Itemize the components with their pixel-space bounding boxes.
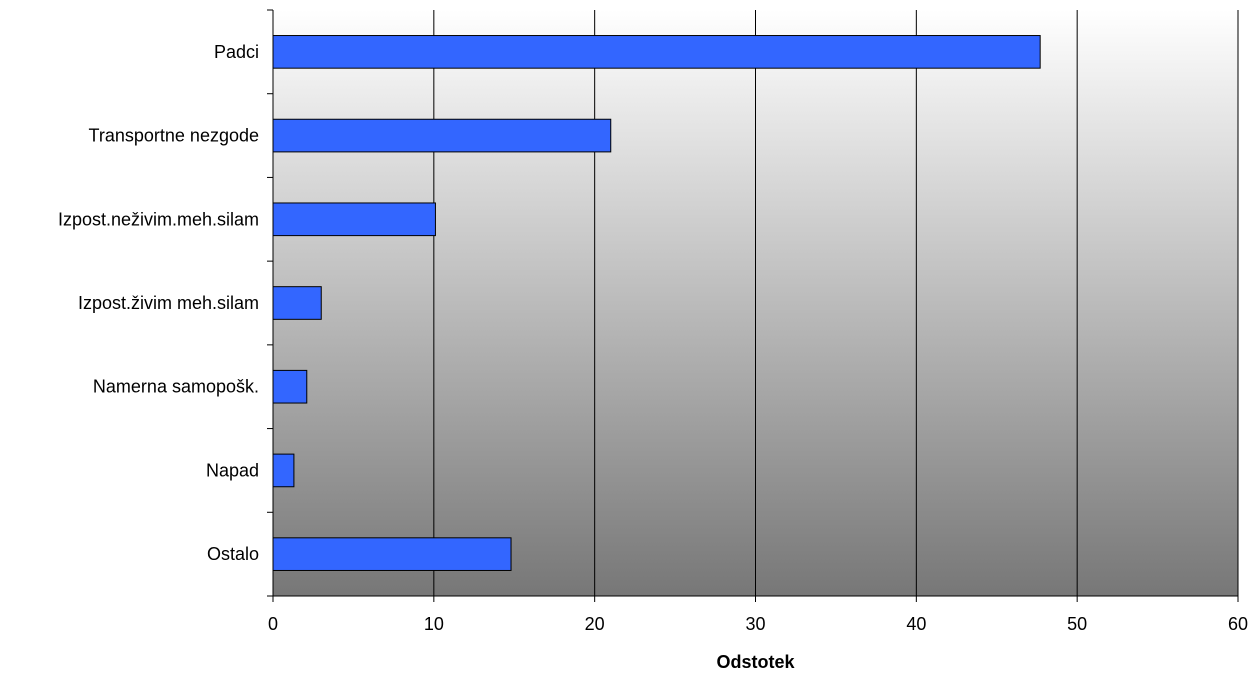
bars bbox=[272, 35, 1041, 571]
x-tick-label: 20 bbox=[585, 614, 605, 634]
x-tick-label: 10 bbox=[424, 614, 444, 634]
bar-6 bbox=[272, 537, 512, 571]
category-label: Napad bbox=[206, 460, 259, 480]
bar-2 bbox=[272, 202, 436, 237]
bar-4 bbox=[272, 369, 308, 404]
bar-0 bbox=[272, 35, 1041, 69]
bar-5 bbox=[272, 453, 295, 488]
x-axis-title: Odstotek bbox=[716, 652, 795, 672]
bar-3 bbox=[272, 286, 322, 320]
category-label: Izpost.živim meh.silam bbox=[78, 293, 259, 313]
x-tick-label: 60 bbox=[1228, 614, 1248, 634]
x-tick-label: 30 bbox=[745, 614, 765, 634]
x-tick-label: 0 bbox=[268, 614, 278, 634]
category-label: Namerna samopošk. bbox=[93, 377, 259, 397]
x-tick-label: 40 bbox=[906, 614, 926, 634]
gridlines bbox=[433, 10, 1239, 596]
category-label: Izpost.neživim.meh.silam bbox=[58, 209, 259, 229]
bar-1 bbox=[272, 118, 612, 153]
axes bbox=[267, 9, 1239, 602]
labels: 0 10 20 30 40 50 60 Padci Transportne nezgode Izp… bbox=[58, 42, 1248, 634]
category-label: Transportne nezgode bbox=[89, 126, 259, 146]
category-label: Padci bbox=[214, 42, 259, 62]
x-tick-label: 50 bbox=[1067, 614, 1087, 634]
category-label: Ostalo bbox=[207, 544, 259, 564]
